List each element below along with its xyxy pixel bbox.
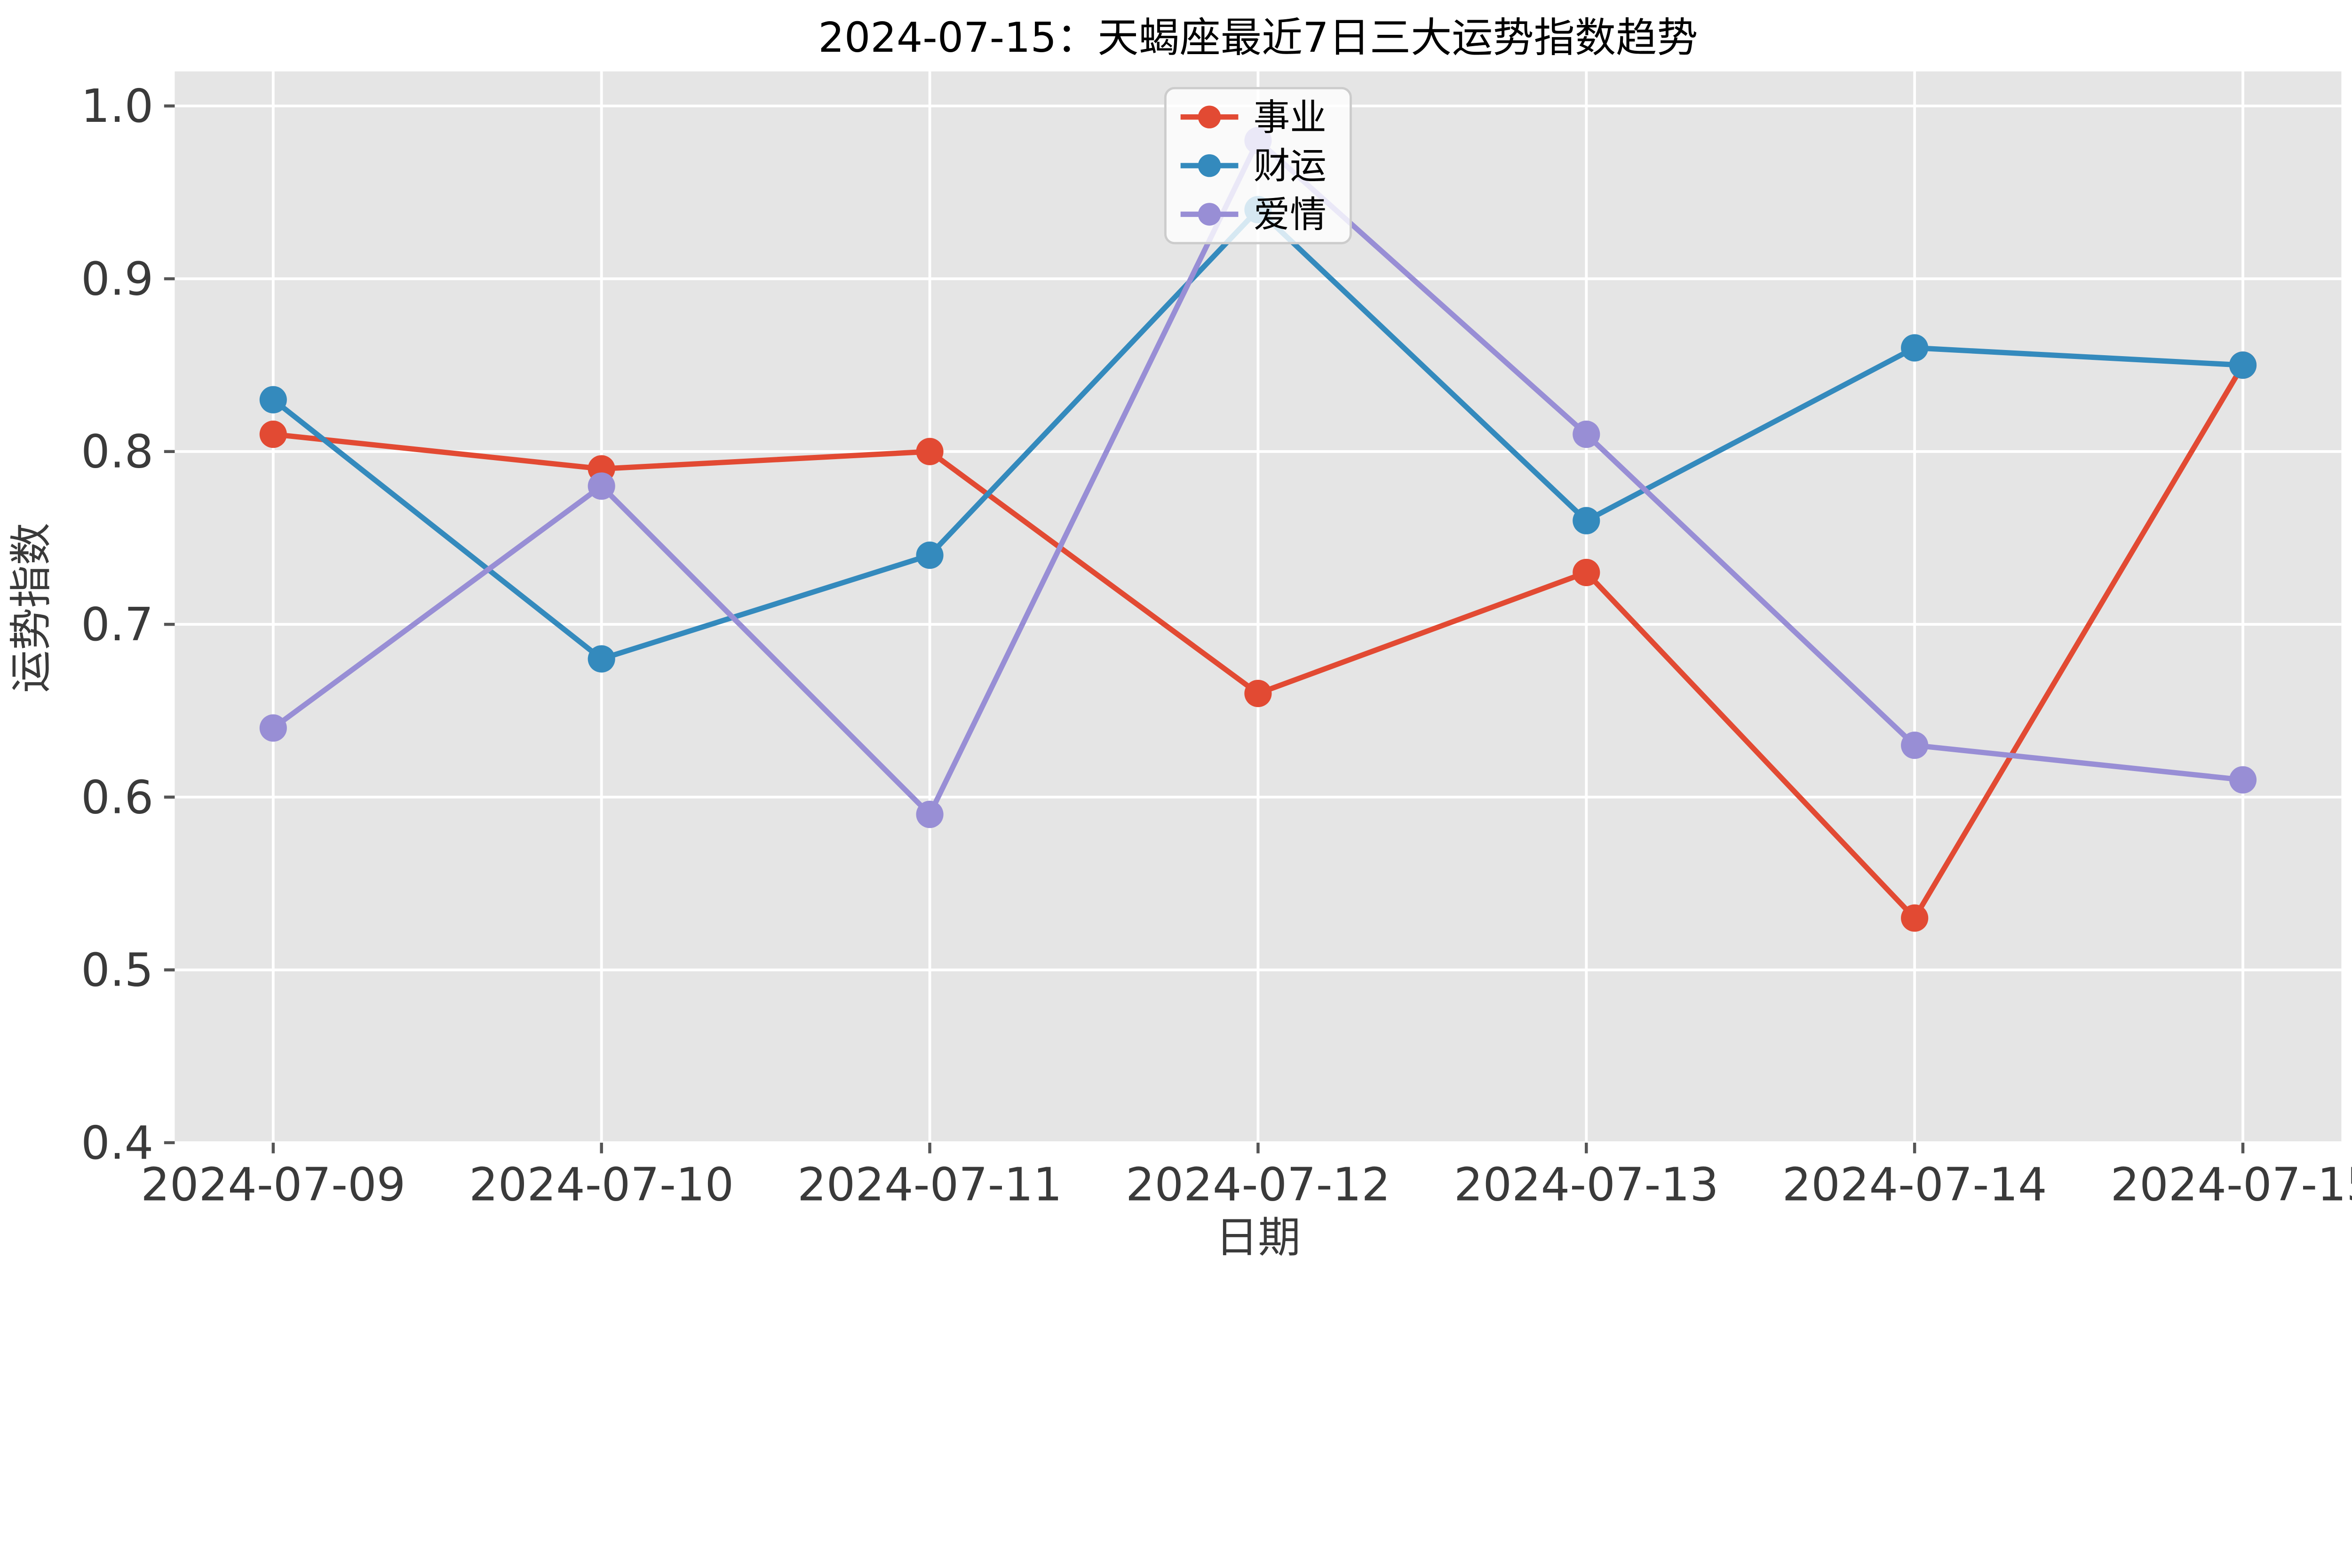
- y-tick-label: 0.7: [81, 598, 153, 651]
- axis-ticks: 0.4 0.5 0.6 0.7 0.8 0.9 1.0 2024-07-09 2024-07-1…: [81, 80, 2352, 1211]
- y-tick-label: 1.0: [81, 80, 153, 133]
- figure: 0.4 0.5 0.6 0.7 0.8 0.9 1.0 2024-07-09 2024-07-1…: [6, 13, 2352, 1263]
- data-point: [916, 801, 944, 828]
- x-tick-label: 2024-07-12: [1126, 1158, 1391, 1211]
- y-tick-label: 0.5: [81, 944, 153, 997]
- y-tick-label: 0.9: [81, 252, 153, 305]
- data-point: [916, 541, 944, 569]
- x-tick-label: 2024-07-13: [1454, 1158, 1719, 1211]
- data-point: [1901, 334, 1929, 362]
- data-point: [2229, 351, 2257, 379]
- x-tick-label: 2024-07-10: [469, 1158, 734, 1211]
- legend-item-label: 财运: [1254, 145, 1327, 187]
- fortune-trend-line-chart: 0.4 0.5 0.6 0.7 0.8 0.9 1.0 2024-07-09 2024-07-1…: [7, 14, 2352, 1263]
- y-axis-label: 运势指数: [7, 523, 56, 693]
- x-axis-label: 日期: [1216, 1213, 1301, 1262]
- data-point: [1573, 421, 1600, 448]
- legend-item-label: 事业: [1254, 96, 1327, 139]
- data-point: [259, 421, 287, 448]
- data-point: [1244, 679, 1272, 708]
- gridlines: [175, 71, 2342, 1144]
- legend-marker: [1198, 203, 1221, 226]
- data-point: [1901, 732, 1929, 759]
- data-point: [2229, 766, 2257, 794]
- legend-marker: [1198, 105, 1221, 128]
- chart-title: 2024-07-15：天蝎座最近7日三大运势指数趋势: [818, 14, 1698, 62]
- data-point: [1573, 507, 1600, 534]
- y-tick-label: 0.4: [81, 1116, 153, 1170]
- data-point: [259, 714, 287, 742]
- data-point: [1573, 558, 1600, 586]
- data-point: [916, 438, 944, 465]
- x-tick-label: 2024-07-14: [1782, 1158, 2047, 1211]
- legend-item-label: 爱情: [1254, 194, 1327, 236]
- x-tick-label: 2024-07-09: [141, 1158, 405, 1211]
- data-point: [259, 386, 287, 414]
- data-point: [588, 645, 615, 673]
- data-point: [588, 472, 615, 500]
- data-point: [1901, 904, 1929, 932]
- x-tick-label: 2024-07-15: [2111, 1158, 2352, 1211]
- y-tick-label: 0.8: [81, 425, 153, 478]
- y-tick-label: 0.6: [81, 771, 153, 824]
- x-tick-label: 2024-07-11: [797, 1158, 1062, 1211]
- legend-marker: [1198, 154, 1221, 177]
